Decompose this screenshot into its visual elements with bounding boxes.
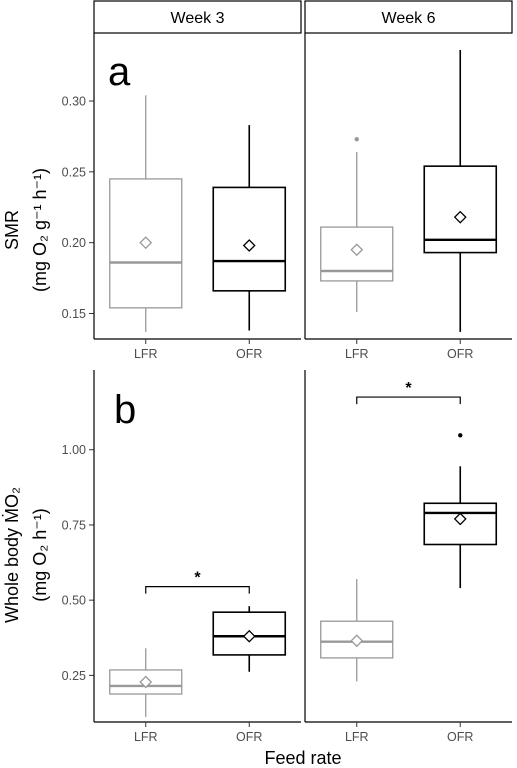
panel-a-letter: a <box>108 50 131 94</box>
strip-week3-box <box>93 0 302 34</box>
panel-a-facet1-xtick-label-ofr: OFR <box>236 347 262 361</box>
panel-b-ytick-label: 0.25 <box>62 669 86 683</box>
panel-b-facet1-significance-bracket <box>145 586 250 594</box>
panel-a-ytick-label: 0.25 <box>62 165 86 179</box>
panel-a-facet1-lfr-mean-marker <box>139 236 153 250</box>
panel-a-facet2-lfr-mean-marker <box>350 243 364 257</box>
strip-week6-label: Week 6 <box>382 10 436 27</box>
panel-b-facet2-xtick-label-ofr: OFR <box>447 730 473 744</box>
panel-a-ytick-label: 0.30 <box>62 95 86 109</box>
panel-b-facet2-significance-bracket <box>356 396 461 405</box>
panel-a-ytick-label: 0.15 <box>62 307 86 321</box>
panel-b-facet2-lfr-mean-marker <box>350 634 364 648</box>
panel-b-ylabel-line2: (mg O₂ h⁻¹) <box>30 508 50 602</box>
panel-b-letter: b <box>114 388 136 432</box>
panel-a-facet2-ofr-box <box>423 165 498 254</box>
panel-b-ytick-label: 1.00 <box>62 443 86 457</box>
strip-week6-box <box>304 0 513 34</box>
panel-a-ylabel-line2: (mg O₂ g⁻¹ h⁻¹) <box>30 168 50 292</box>
panel-a-facet2-xtick-label-ofr: OFR <box>447 347 473 361</box>
panel-b-facet1-significance-star: * <box>194 570 201 587</box>
panel-b-facet1-lfr-mean-marker <box>139 675 153 689</box>
panel-a-facet1-ofr-mean-marker <box>242 239 256 252</box>
panel-a-facet1-xtick-label-lfr: LFR <box>134 347 158 361</box>
x-axis-title: Feed rate <box>264 748 341 768</box>
panel-b-ytick-label: 0.75 <box>62 518 86 532</box>
panel-b-facet1-xtick-label-lfr: LFR <box>134 730 158 744</box>
panel-b-ytick-label: 0.50 <box>62 594 86 608</box>
panel-b-facet2-ofr-mean-marker <box>453 512 467 526</box>
panel-a-facet2-ofr-mean-marker <box>453 210 467 224</box>
panel-b-ylabel-line1: Whole body ṀO₂ <box>2 487 22 623</box>
panel-a-facet2-lfr-outlier-point <box>354 137 359 142</box>
panel-b-facet2-xtick-label-lfr: LFR <box>345 730 369 744</box>
strip-week3-label: Week 3 <box>171 10 225 27</box>
panel-b-facet1-xtick-label-ofr: OFR <box>236 730 262 744</box>
panel-b-facet2-significance-star: * <box>405 380 412 397</box>
panel-a-ytick-label: 0.20 <box>62 236 86 250</box>
panel-a-ylabel-line1: SMR <box>2 210 22 250</box>
panel-b-facet1-ofr-mean-marker <box>242 629 256 643</box>
panel-b-facet2-ofr-outlier-point <box>458 433 463 438</box>
panel-a-facet2-xtick-label-lfr: LFR <box>345 347 369 361</box>
